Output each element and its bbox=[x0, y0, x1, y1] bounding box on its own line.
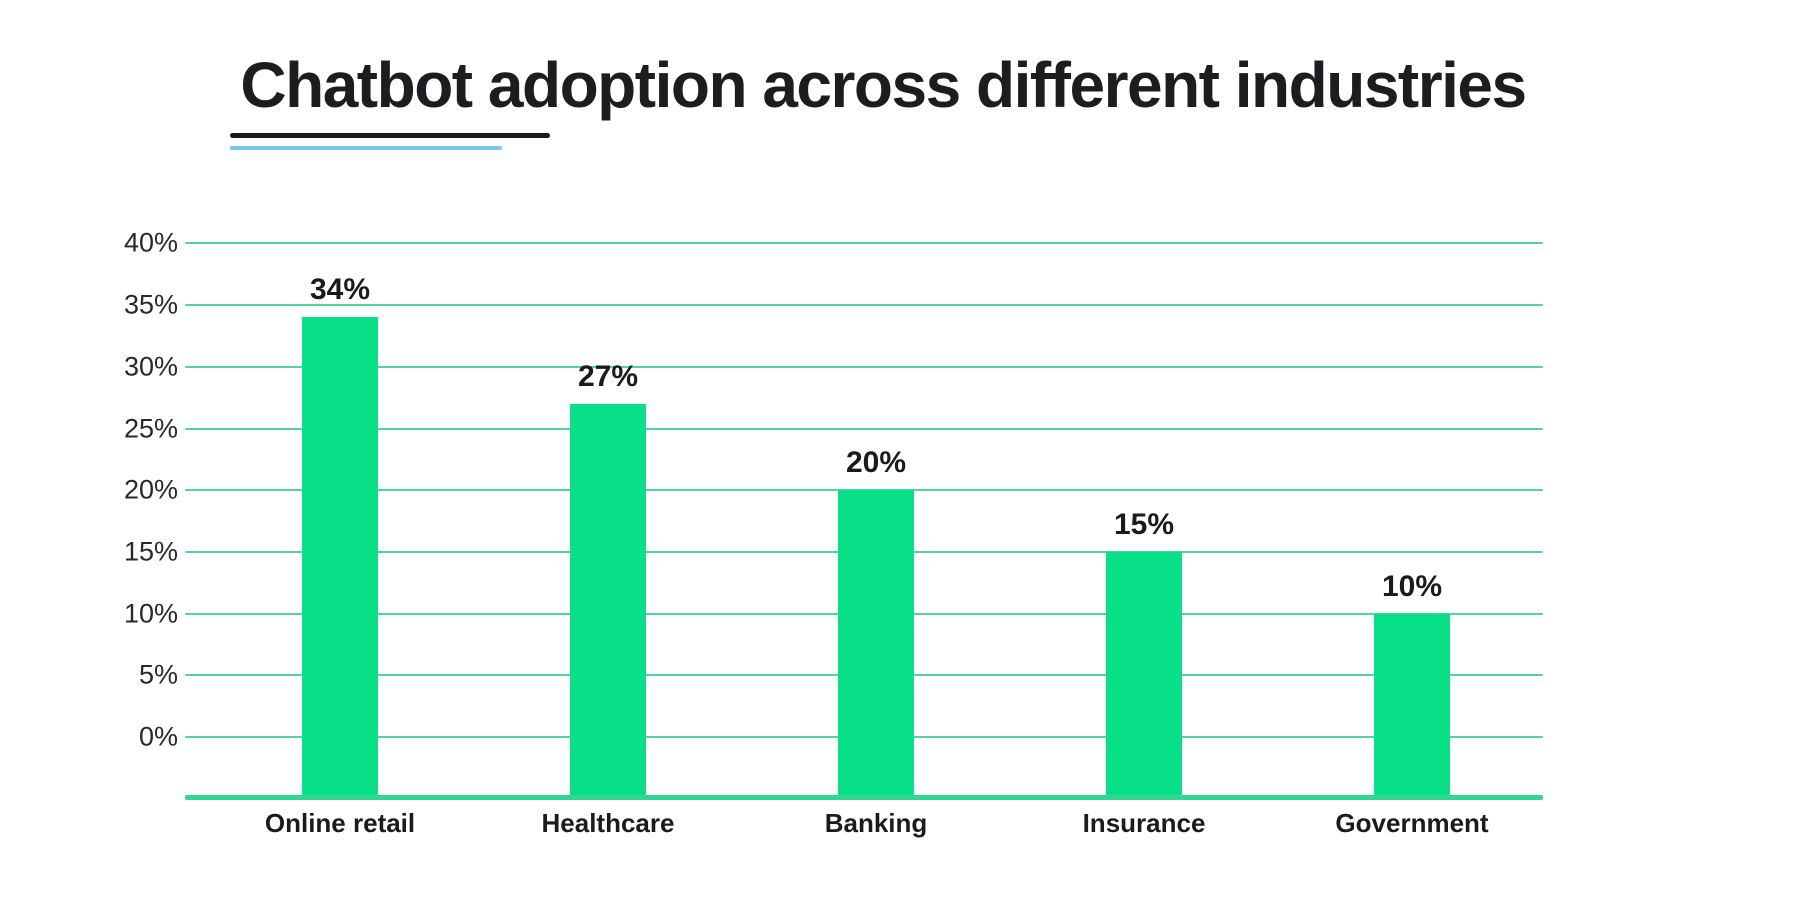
y-axis-tick-label: 40% bbox=[123, 227, 178, 258]
y-axis-tick-label: 5% bbox=[138, 659, 178, 690]
bar-value-label: 15% bbox=[1113, 507, 1175, 541]
y-axis-tick-label: 0% bbox=[138, 721, 178, 752]
x-axis-category-label: Insurance bbox=[1082, 808, 1206, 838]
y-axis-tick-label: 10% bbox=[123, 598, 178, 629]
title-underline-accent bbox=[230, 146, 502, 150]
bar-banking bbox=[838, 490, 914, 798]
bar-value-label: 34% bbox=[309, 273, 371, 307]
y-axis-tick-label: 15% bbox=[123, 536, 178, 567]
y-axis-tick-label: 35% bbox=[123, 289, 178, 320]
x-axis-category-label: Government bbox=[1335, 808, 1489, 838]
gridline-35 bbox=[185, 304, 1543, 307]
x-axis-category-label: Healthcare bbox=[541, 808, 675, 838]
x-axis-category-label: Banking bbox=[824, 808, 928, 838]
bar-value-label: 27% bbox=[577, 359, 639, 393]
y-axis-tick-label: 20% bbox=[123, 474, 178, 505]
gridline-40 bbox=[185, 242, 1543, 245]
x-axis-category-label: Online retail bbox=[264, 808, 416, 838]
x-axis-baseline bbox=[185, 795, 1543, 800]
gridline-25 bbox=[185, 427, 1543, 430]
title-underline-primary bbox=[230, 133, 550, 138]
gridline-30 bbox=[185, 365, 1543, 368]
y-axis-tick-label: 25% bbox=[123, 413, 178, 443]
y-axis-tick-label: 30% bbox=[123, 351, 178, 382]
bar-online-retail bbox=[302, 317, 378, 798]
bar-value-label: 10% bbox=[1381, 569, 1443, 603]
bar-healthcare bbox=[570, 403, 646, 798]
chart-title: Chatbot adoption across different indust… bbox=[240, 49, 1527, 121]
bar-value-label: 20% bbox=[845, 446, 907, 480]
bar-insurance bbox=[1106, 551, 1182, 798]
bar-government bbox=[1374, 613, 1450, 798]
